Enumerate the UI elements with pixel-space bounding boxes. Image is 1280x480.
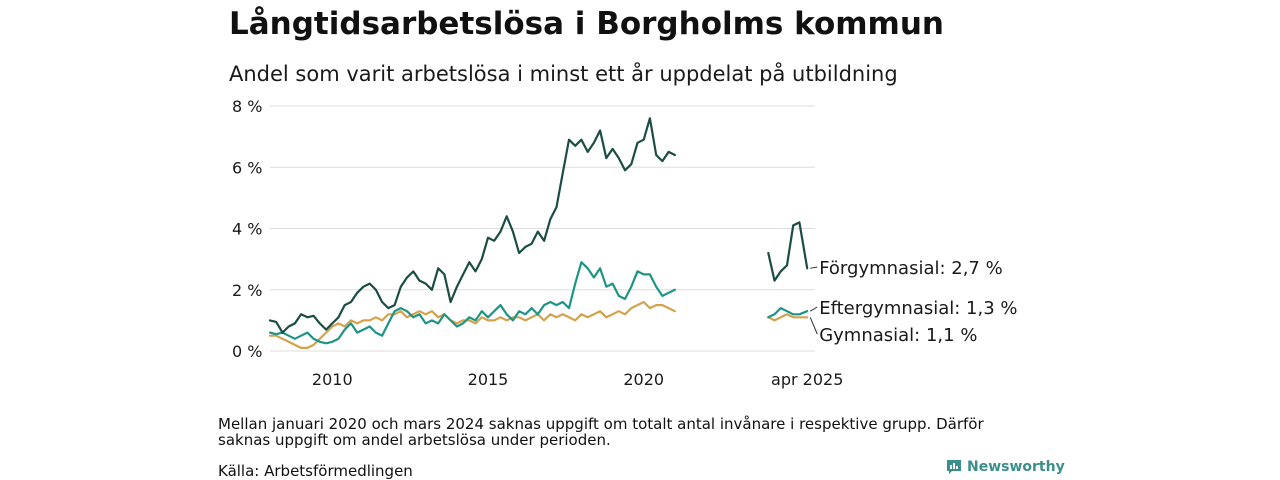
x-tick-label: 2010 (312, 370, 353, 389)
y-tick-label: 6 % (232, 158, 262, 177)
x-tick-label: apr 2025 (771, 370, 843, 389)
end-labels: Förgymnasial: 2,7 % Eftergymnasial: 1,3 %… (809, 258, 1018, 346)
label-leader (810, 266, 818, 269)
bar-chart-icon (947, 460, 961, 474)
x-axis-ticks: 2010 2015 2020 apr 2025 (312, 370, 843, 389)
chart-title: Långtidsarbetslösa i Borgholms kommun (229, 6, 944, 42)
y-tick-label: 2 % (232, 281, 262, 300)
line-chart: 0 % 2 % 4 % 6 % 8 % 2010 2015 2020 apr 2025 För… (232, 97, 1018, 389)
chart-subtitle: Andel som varit arbetslösa i minst ett å… (229, 62, 898, 86)
grid-lines (270, 105, 815, 352)
y-tick-label: 0 % (232, 342, 262, 361)
source-text: Källa: Arbetsförmedlingen (218, 462, 413, 480)
label-leader (809, 306, 818, 312)
series-line-gymnasial (268, 300, 676, 349)
x-tick-label: 2020 (623, 370, 664, 389)
end-label-förgymnasial: Förgymnasial: 2,7 % (819, 258, 1003, 279)
end-label-gymnasial: Gymnasial: 1,1 % (819, 325, 977, 346)
brand-logo[interactable]: Newsworthy (946, 459, 1065, 475)
series-line-eftergymnasial (767, 307, 809, 319)
series-line-eftergymnasial (268, 261, 676, 345)
series-line-förgymnasial (767, 221, 809, 282)
y-tick-label: 8 % (232, 97, 262, 116)
footnote: Mellan januari 2020 och mars 2024 saknas… (218, 415, 984, 449)
series-line-förgymnasial (268, 117, 676, 334)
series-lines (268, 117, 809, 349)
brand-name: Newsworthy (967, 459, 1065, 475)
label-leader (809, 317, 818, 335)
end-label-eftergymnasial: Eftergymnasial: 1,3 % (819, 298, 1017, 319)
y-axis-ticks: 0 % 2 % 4 % 6 % 8 % (232, 97, 262, 361)
series-line-gymnasial (767, 313, 809, 322)
x-tick-label: 2015 (468, 370, 509, 389)
y-tick-label: 4 % (232, 220, 262, 239)
